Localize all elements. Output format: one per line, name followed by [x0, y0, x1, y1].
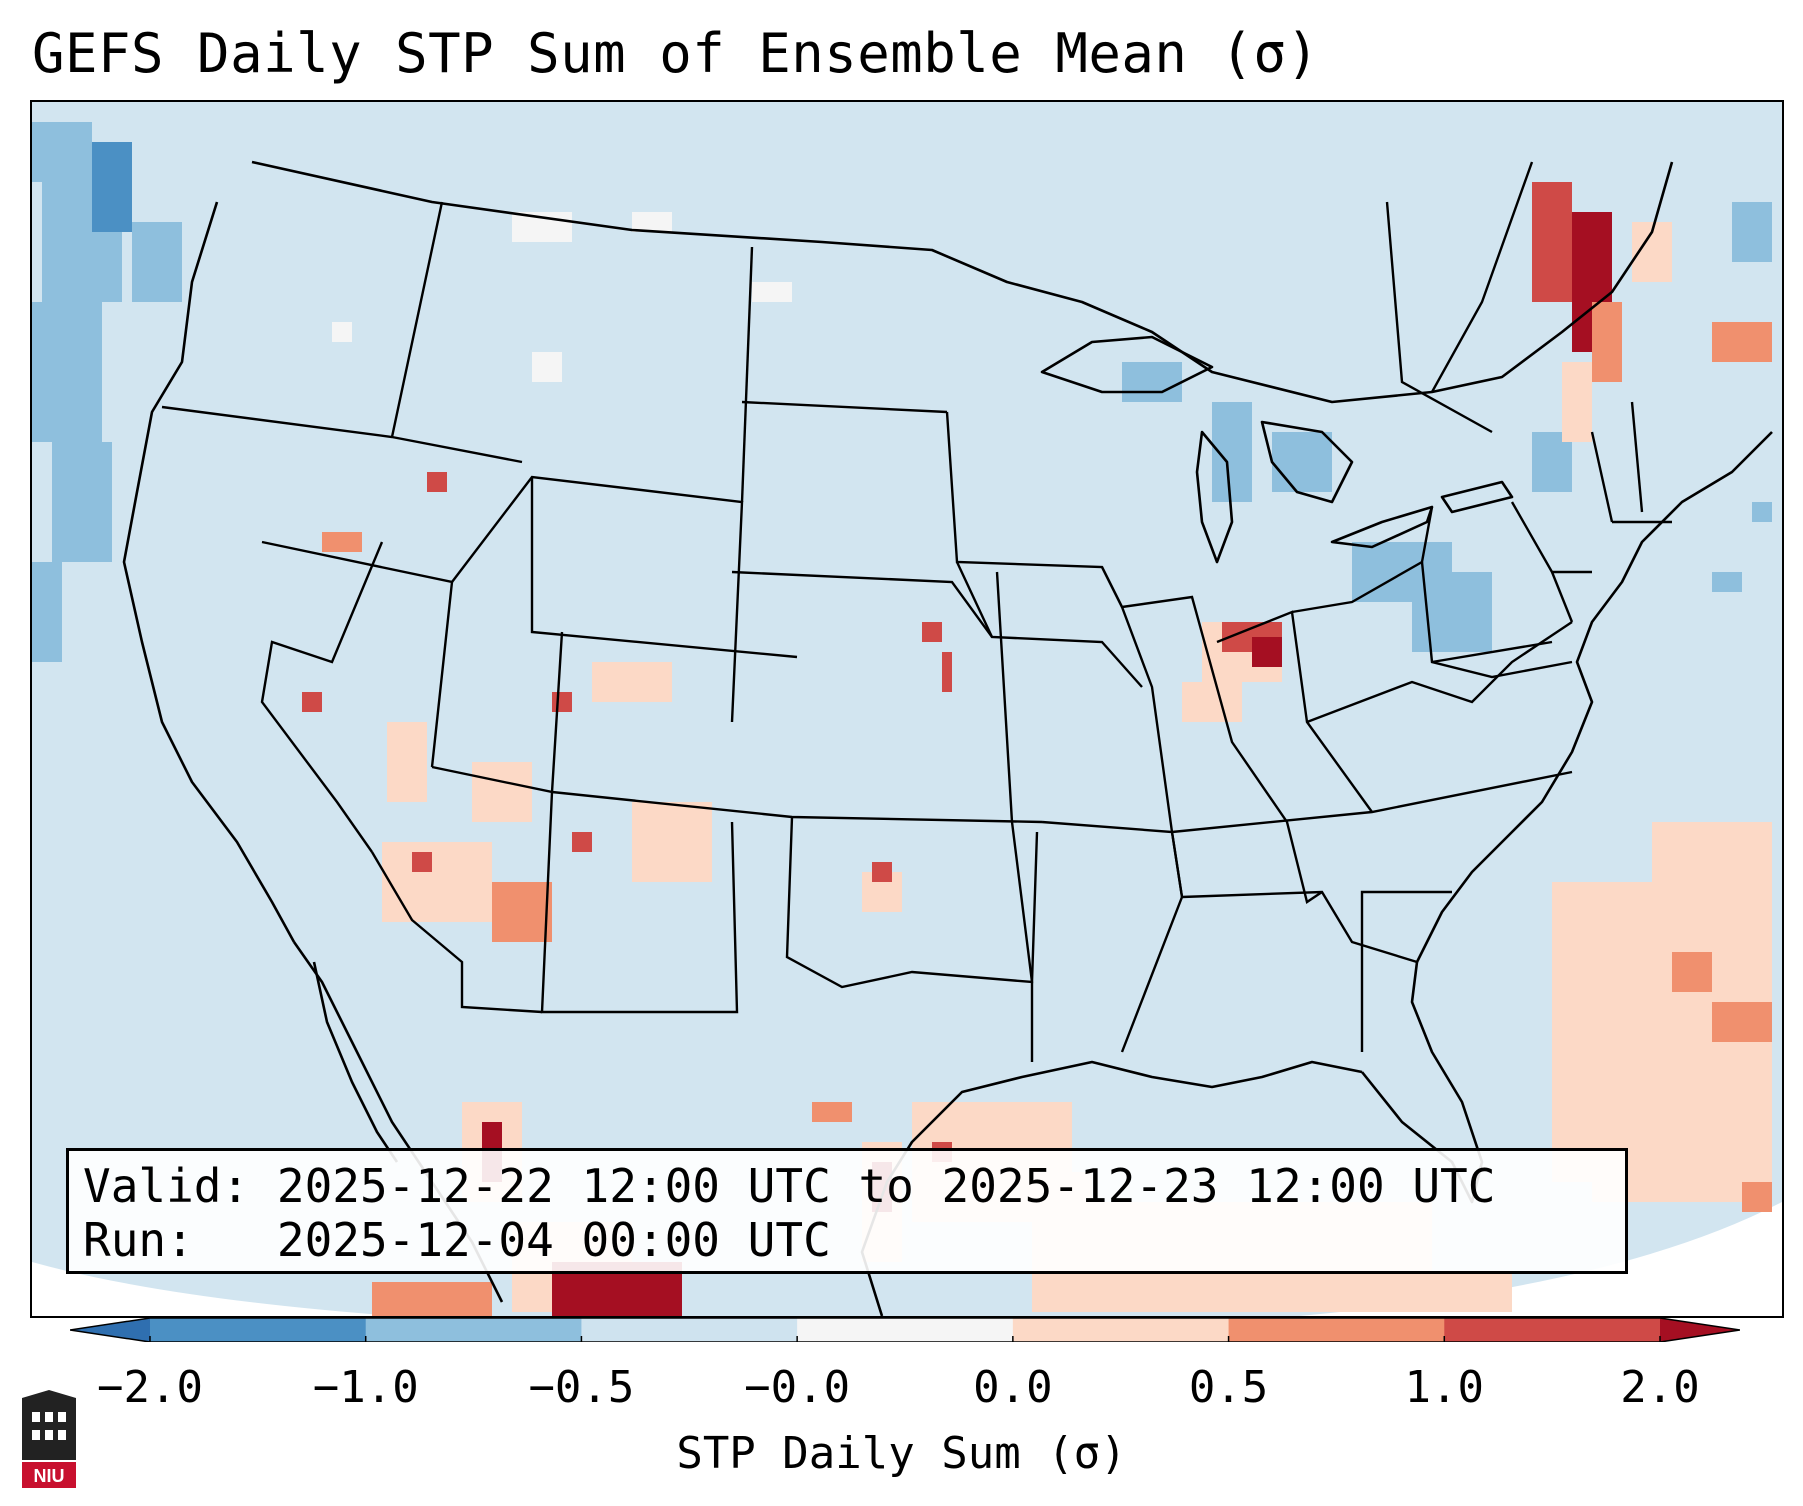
state-borders: [161, 161, 1672, 1062]
anomaly-cell: [1712, 572, 1742, 592]
colorbar-tick-label: −1.0: [312, 1362, 419, 1413]
anomaly-cell: [872, 862, 892, 882]
anomaly-cell: [32, 562, 62, 662]
colorbar-over-arrow: [1660, 1318, 1740, 1342]
lake-michigan: [1195, 430, 1234, 564]
valid-run-infobox: Valid: 2025-12-22 12:00 UTC to 2025-12-2…: [66, 1148, 1628, 1274]
niu-logo: NIU: [22, 1390, 76, 1488]
anomaly-cell: [552, 692, 572, 712]
logo-text: NIU: [34, 1466, 65, 1486]
colorbar-label: STP Daily Sum (σ): [676, 1428, 1127, 1479]
anomaly-cell: [92, 142, 132, 232]
anomaly-cell: [472, 762, 532, 822]
anomaly-cell: [332, 322, 352, 342]
valid-label: Valid:: [83, 1159, 250, 1213]
chart-title: GEFS Daily STP Sum of Ensemble Mean (σ): [32, 22, 1320, 85]
lake-huron: [1260, 420, 1354, 504]
colorbar-under-arrow: [70, 1318, 150, 1342]
anomaly-cell: [572, 832, 592, 852]
colorbar-tick-label: 0.0: [973, 1362, 1053, 1413]
anomaly-cell: [387, 722, 427, 802]
colorbar-tick-label: 1.0: [1404, 1362, 1485, 1413]
lake-superior: [1040, 335, 1214, 394]
baja-peninsula: [312, 961, 399, 1163]
anomaly-cell: [322, 532, 362, 552]
colorbar: [70, 1318, 1740, 1342]
lake-ontario: [1440, 480, 1514, 514]
map-canvas: [32, 102, 1782, 1316]
projection-area: [32, 102, 1782, 1316]
colorbar-segment: [797, 1318, 1014, 1342]
anomaly-cell: [302, 692, 322, 712]
anomaly-cell: [532, 352, 562, 382]
anomaly-cell: [32, 122, 92, 182]
colorbar-segment: [1444, 1318, 1661, 1342]
west-coast: [122, 201, 296, 943]
colorbar-tick-label: 0.5: [1188, 1362, 1269, 1413]
anomaly-cell: [412, 852, 432, 872]
anomaly-cell: [632, 802, 712, 882]
anomaly-cell: [632, 212, 672, 232]
anomaly-cell: [812, 1102, 852, 1122]
anomaly-cell: [1182, 682, 1242, 722]
valid-time-line: Valid: 2025-12-22 12:00 UTC to 2025-12-2…: [83, 1159, 1495, 1213]
anomaly-cell: [1672, 952, 1712, 992]
valid-value: 2025-12-22 12:00 UTC to 2025-12-23 12:00…: [276, 1159, 1496, 1213]
anomaly-cell: [52, 442, 112, 562]
colorbar-tick-label: 2.0: [1620, 1362, 1700, 1413]
anomaly-cell: [1712, 1002, 1772, 1042]
colorbar-tick-label: −2.0: [97, 1362, 203, 1413]
anomaly-cell: [1742, 1182, 1772, 1212]
anomaly-cell: [1252, 637, 1282, 667]
anomaly-cell: [372, 1282, 492, 1316]
anomaly-cell: [1712, 322, 1772, 362]
colorbar-segment: [581, 1318, 798, 1342]
colorbar-segment: [150, 1318, 367, 1342]
anomaly-cell: [1562, 362, 1592, 442]
colorbar-tick-label: −0.5: [528, 1362, 635, 1413]
anomaly-cell: [1732, 202, 1772, 262]
anomaly-cell: [32, 302, 102, 442]
colorbar-tick-label: −0.0: [744, 1362, 851, 1413]
anomaly-cell: [592, 662, 672, 702]
anomaly-cell: [1532, 182, 1572, 302]
boundaries: [122, 160, 1773, 1316]
anomaly-cell: [427, 472, 447, 492]
colorbar-segment: [1228, 1318, 1445, 1342]
anomaly-cell: [1352, 1272, 1512, 1312]
colorbar-segment: [1012, 1318, 1230, 1342]
anomaly-cell: [942, 652, 952, 692]
anomaly-cell: [492, 882, 552, 942]
run-time-line: Run: 2025-12-04 00:00 UTC: [83, 1213, 831, 1267]
anomaly-cell: [1122, 362, 1182, 402]
anomaly-cell: [132, 222, 182, 302]
anomaly-cell: [1592, 302, 1622, 382]
colorbar-segment: [365, 1318, 582, 1342]
east-coast: [1415, 431, 1773, 963]
anomaly-cell: [1752, 502, 1772, 522]
map-panel: [30, 100, 1784, 1318]
run-label: Run:: [83, 1213, 194, 1267]
anomaly-cell: [752, 282, 792, 302]
run-value: 2025-12-04 00:00 UTC: [276, 1213, 831, 1267]
anomaly-cell: [382, 842, 492, 922]
anomaly-cell: [1272, 432, 1332, 492]
anomaly-cell: [922, 622, 942, 642]
